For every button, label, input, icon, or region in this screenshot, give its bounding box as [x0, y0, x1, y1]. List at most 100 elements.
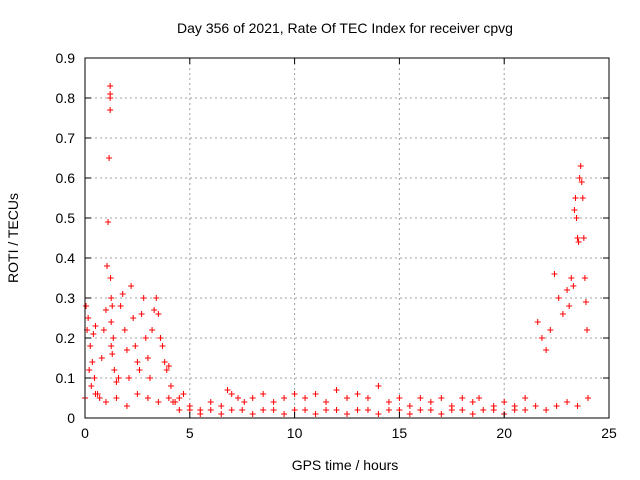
data-point [228, 391, 235, 397]
data-point [375, 411, 382, 417]
data-point [89, 359, 96, 365]
data-point [364, 395, 371, 401]
data-point [573, 215, 580, 221]
x-tick-label: 20 [496, 425, 512, 441]
x-axis-label: GPS time / hours [292, 457, 399, 473]
data-point [85, 315, 92, 321]
data-point [155, 311, 162, 317]
data-point [113, 395, 120, 401]
data-point [149, 327, 156, 333]
data-point [564, 399, 571, 405]
data-point [107, 91, 114, 97]
data-point [333, 387, 340, 393]
data-point [555, 295, 562, 301]
data-point [323, 399, 330, 405]
y-tick-label: 0.7 [56, 130, 76, 146]
data-point [344, 395, 350, 401]
data-point [581, 275, 588, 281]
x-tick-label: 0 [81, 425, 89, 441]
data-point [570, 283, 577, 289]
data-point [547, 327, 554, 333]
data-point [123, 403, 130, 409]
data-point [490, 407, 497, 413]
data-point [197, 411, 204, 417]
data-point [302, 407, 309, 413]
data-point [134, 391, 141, 397]
data-point [551, 271, 558, 277]
data-point [104, 263, 111, 269]
data-point [128, 283, 135, 289]
y-tick-label: 0.5 [56, 210, 76, 226]
data-point [144, 355, 151, 361]
data-point [83, 303, 90, 309]
plot-frame [84, 57, 610, 419]
data-point [417, 395, 424, 401]
data-points [82, 83, 592, 417]
data-point [123, 347, 130, 353]
y-tick-label: 0.4 [56, 250, 76, 266]
data-point [575, 239, 582, 245]
data-point [396, 395, 403, 401]
y-axis-label: ROTI / TECUs [5, 193, 21, 283]
y-tick-label: 0.9 [56, 50, 76, 66]
data-point [476, 395, 483, 401]
data-point [159, 343, 166, 349]
data-point [585, 395, 592, 401]
y-tick-label: 0.2 [56, 330, 76, 346]
data-point [115, 375, 122, 381]
data-point [107, 275, 114, 281]
data-point [153, 295, 160, 301]
data-point [427, 407, 434, 413]
data-point [312, 411, 319, 417]
data-point [235, 395, 242, 401]
data-point [354, 407, 361, 413]
data-point [270, 399, 277, 405]
data-point [312, 391, 319, 397]
data-point [87, 343, 94, 349]
data-point [522, 407, 529, 413]
data-point [90, 331, 97, 337]
data-point [146, 375, 153, 381]
data-point [100, 327, 107, 333]
data-point [207, 399, 214, 405]
data-point [142, 335, 149, 341]
data-point [385, 399, 392, 405]
data-point [459, 407, 466, 413]
data-point [323, 407, 330, 413]
data-point [108, 319, 115, 325]
data-point [132, 343, 139, 349]
data-point [302, 395, 309, 401]
data-point [109, 351, 116, 357]
y-tick-label: 0.6 [56, 170, 76, 186]
x-tick-label: 25 [601, 425, 617, 441]
data-point [568, 275, 575, 281]
data-point [92, 391, 99, 397]
data-point [91, 375, 98, 381]
grid-lines [85, 58, 609, 418]
data-point [559, 311, 566, 317]
data-point [532, 403, 539, 409]
data-point [580, 235, 587, 241]
data-point [344, 411, 350, 417]
data-point [385, 407, 392, 413]
data-point [105, 219, 112, 225]
data-point [564, 287, 571, 293]
data-point [427, 399, 434, 405]
data-point [406, 411, 413, 417]
data-point [109, 303, 116, 309]
data-point [577, 163, 584, 169]
data-point [96, 395, 103, 401]
data-point [207, 407, 214, 413]
data-point [126, 375, 133, 381]
data-point [574, 403, 581, 409]
data-point [107, 83, 114, 89]
data-point [572, 195, 579, 201]
data-point [571, 207, 578, 213]
data-point [406, 403, 413, 409]
x-tick-label: 5 [186, 425, 194, 441]
data-point [136, 367, 143, 373]
data-point [111, 367, 118, 373]
data-point [333, 407, 340, 413]
data-point [438, 411, 445, 417]
